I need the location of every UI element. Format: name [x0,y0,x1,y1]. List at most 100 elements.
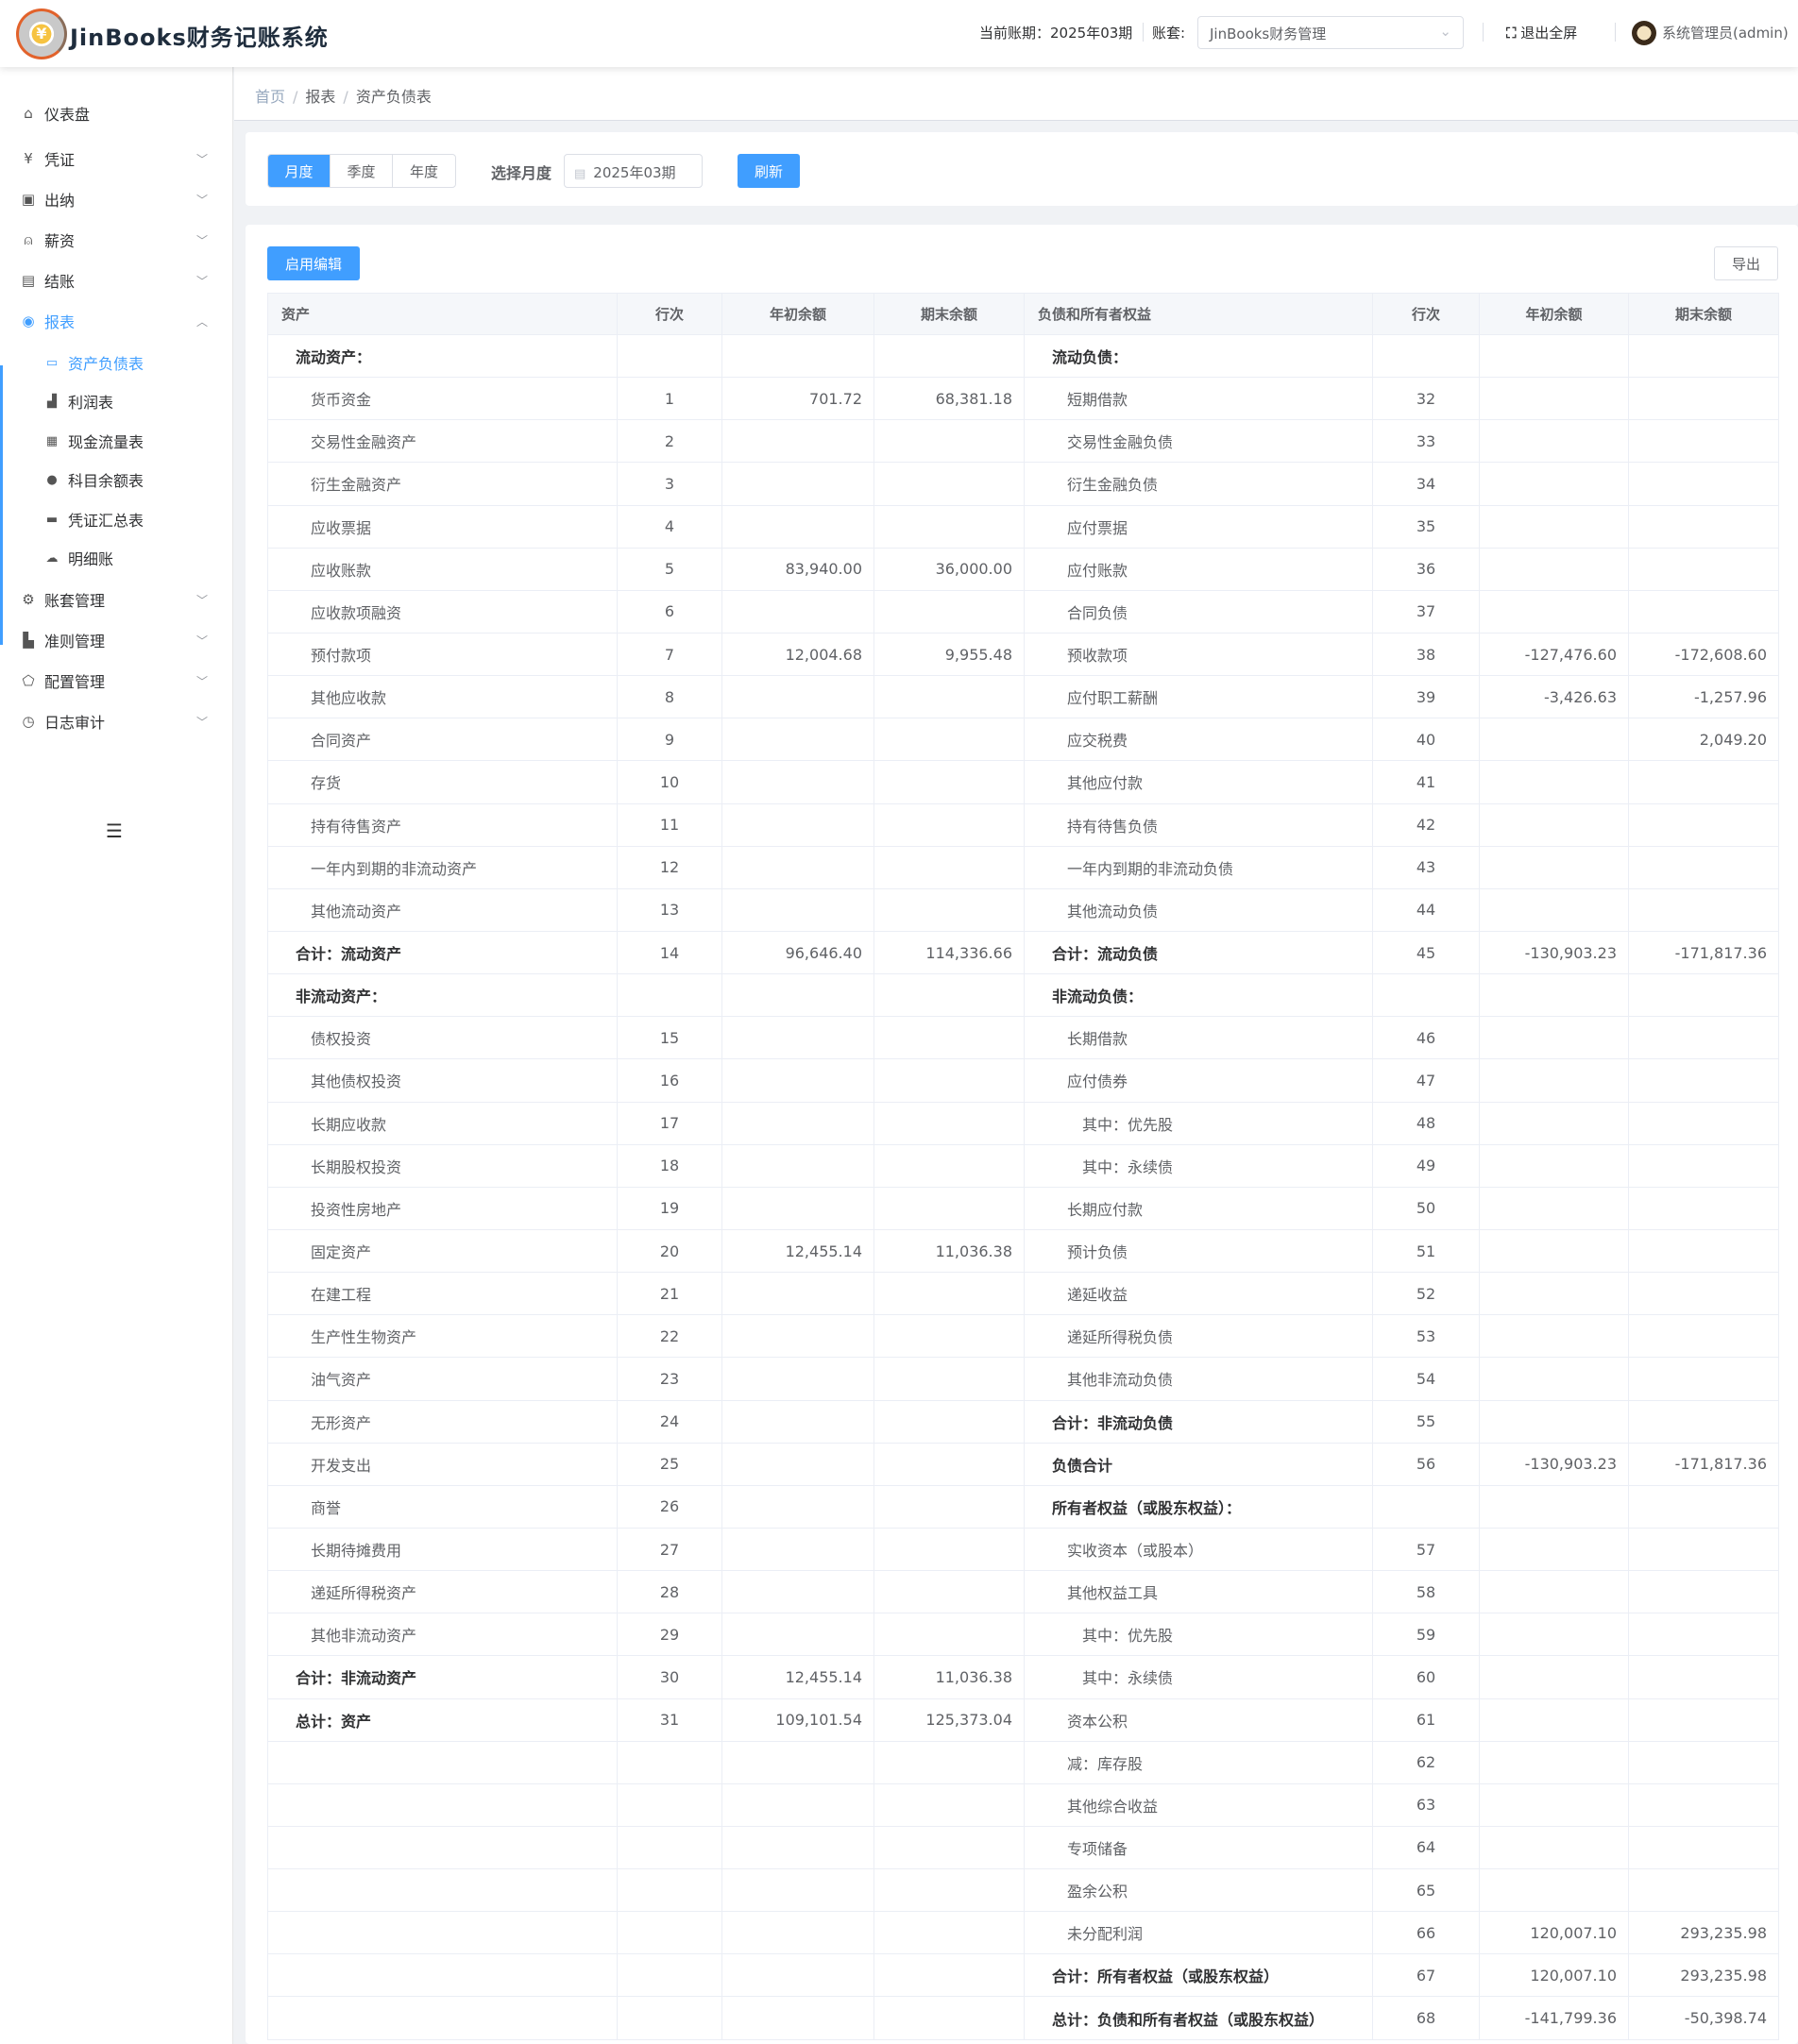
tab-yearly[interactable]: 年度 [409,162,438,180]
sidebar-item-14[interactable]: ⬠ 配置管理 ﹀ [0,662,232,700]
exit-fullscreen-button[interactable]: ⛶ 退出全屏 [1506,23,1577,42]
export-button[interactable]: 导出 [1714,246,1778,280]
col-line: 行次 [617,293,722,335]
asset-begin-balance [721,1996,874,2040]
liability-line-no: 35 [1372,504,1480,549]
col-assets: 资产 [267,293,618,335]
liability-line-no: 61 [1372,1698,1480,1742]
sidebar-item-6[interactable]: ▭ 资产负债表 [0,344,232,381]
liability-line-no: 47 [1372,1058,1480,1103]
liability-begin-balance [1479,547,1629,591]
asset-line-no [617,1782,722,1827]
asset-line-no [617,1996,722,2040]
asset-line-no [617,1868,722,1913]
avatar[interactable] [1632,21,1656,45]
asset-name: 持有待售资产 [267,802,618,847]
asset-name: 流动资产： [267,333,618,379]
month-value: 2025年03期 [593,164,676,181]
sidebar-item-3[interactable]: ⍝ 薪资 ﹀ [0,221,232,259]
breadcrumb-reports[interactable]: 报表 [305,88,336,106]
refresh-button[interactable]: 刷新 [738,154,800,188]
sidebar-item-2[interactable]: ▣ 出纳 ﹀ [0,180,232,218]
asset-end-balance [874,675,1025,719]
asset-line-no: 12 [617,845,722,889]
liability-end-balance [1628,1527,1779,1572]
home-icon: ⌂ [24,105,33,122]
asset-begin-balance [721,1143,874,1188]
asset-name: 投资性房地产 [267,1186,618,1230]
enable-edit-button[interactable]: 启用编辑 [267,246,360,280]
liability-end-balance [1628,377,1779,421]
asset-name [267,1911,618,1955]
liability-begin-balance [1479,419,1629,464]
book-select[interactable]: JinBooks财务管理 ⌄ [1197,16,1464,49]
liability-begin-balance [1479,377,1629,421]
asset-line-no: 8 [617,675,722,719]
sidebar-item-9[interactable]: ● 科目余额表 [0,461,232,498]
tab-quarterly[interactable]: 季度 [331,155,393,187]
sidebar-item-4[interactable]: ▤ 结账 ﹀ [0,262,232,299]
asset-name [267,1740,618,1784]
cash-flow-icon: ▦ [45,433,59,448]
asset-begin-balance [721,1825,874,1870]
sidebar-item-8[interactable]: ▦ 现金流量表 [0,422,232,460]
logo-icon: ¥ [16,8,67,59]
sidebar-item-10[interactable]: ▬ 凭证汇总表 [0,500,232,538]
sidebar-item-label: 薪资 [44,232,76,250]
liability-name: 流动负债： [1024,333,1373,379]
table-row: 开发支出 25 负债合计 56 -130,903.23 -171,817.36 [267,1442,1779,1486]
liability-begin-balance [1479,1782,1629,1827]
sidebar-item-1[interactable]: ¥ 凭证 ﹀ [0,140,232,177]
liability-name: 预计负债 [1024,1228,1373,1274]
sidebar-item-12[interactable]: ⚙ 账套管理 ﹀ [0,581,232,618]
liability-end-balance: 293,235.98 [1628,1911,1779,1955]
table-row: 非流动资产： 非流动负债： [267,973,1779,1018]
liability-begin-balance: -130,903.23 [1479,1442,1629,1486]
asset-line-no: 11 [617,802,722,847]
tab-monthly[interactable]: 月度 [268,155,331,187]
liability-begin-balance [1479,1357,1629,1401]
liability-end-balance [1628,462,1779,506]
asset-begin-balance [721,589,874,633]
sidebar-item-7[interactable]: ▟ 利润表 [0,382,232,420]
liability-begin-balance [1479,1527,1629,1572]
table-header: 资产 行次 年初余额 期末余额 负债和所有者权益 行次 年初余额 期末余额 [267,293,1779,335]
asset-line-no: 5 [617,547,722,591]
col-end-balance: 期末余额 [1628,293,1779,335]
sidebar-item-label: 仪表盘 [44,106,91,124]
liability-name: 合同负债 [1024,589,1373,633]
liability-begin-balance [1479,1228,1629,1274]
sidebar-item-13[interactable]: ▙ 准则管理 ﹀ [0,621,232,659]
asset-name: 一年内到期的非流动资产 [267,845,618,889]
asset-begin-balance [721,1868,874,1913]
asset-end-balance: 36,000.00 [874,547,1025,591]
exit-fullscreen-label: 退出全屏 [1520,25,1578,42]
liability-begin-balance [1479,718,1629,762]
user-menu[interactable]: 系统管理员(admin) [1662,25,1789,42]
liability-end-balance [1628,1570,1779,1614]
asset-line-no: 18 [617,1143,722,1188]
asset-line-no: 19 [617,1186,722,1230]
table-row: 未分配利润 66 120,007.10 293,235.98 [267,1911,1779,1955]
liability-line-no: 42 [1372,802,1480,847]
table-row: 合同资产 9 应交税费 40 2,049.20 [267,718,1779,762]
sidebar-item-11[interactable]: ☁ 明细账 [0,539,232,577]
liability-end-balance [1628,1613,1779,1657]
liability-line-no: 32 [1372,377,1480,421]
asset-name: 其他债权投资 [267,1058,618,1103]
liability-end-balance [1628,1314,1779,1359]
breadcrumb-home[interactable]: 首页 [255,88,286,106]
asset-end-balance: 68,381.18 [874,377,1025,421]
collapse-sidebar-icon[interactable]: ☰ [106,819,123,842]
asset-name: 应收款项融资 [267,589,618,633]
liability-line-no: 51 [1372,1228,1480,1274]
table-row: 衍生金融资产 3 衍生金融负债 34 [267,462,1779,506]
sidebar-item-5[interactable]: ◉ 报表 ︿ [0,302,232,340]
sidebar-item-label: 凭证 [44,151,76,169]
liability-name: 交易性金融负债 [1024,419,1373,464]
liability-name: 其他非流动负债 [1024,1357,1373,1401]
sidebar-item-0[interactable]: ⌂ 仪表盘 [0,94,232,132]
sidebar-item-15[interactable]: ◷ 日志审计 ﹀ [0,702,232,740]
asset-name: 应收账款 [267,547,618,591]
month-picker[interactable]: ▤ 2025年03期 [564,154,703,188]
